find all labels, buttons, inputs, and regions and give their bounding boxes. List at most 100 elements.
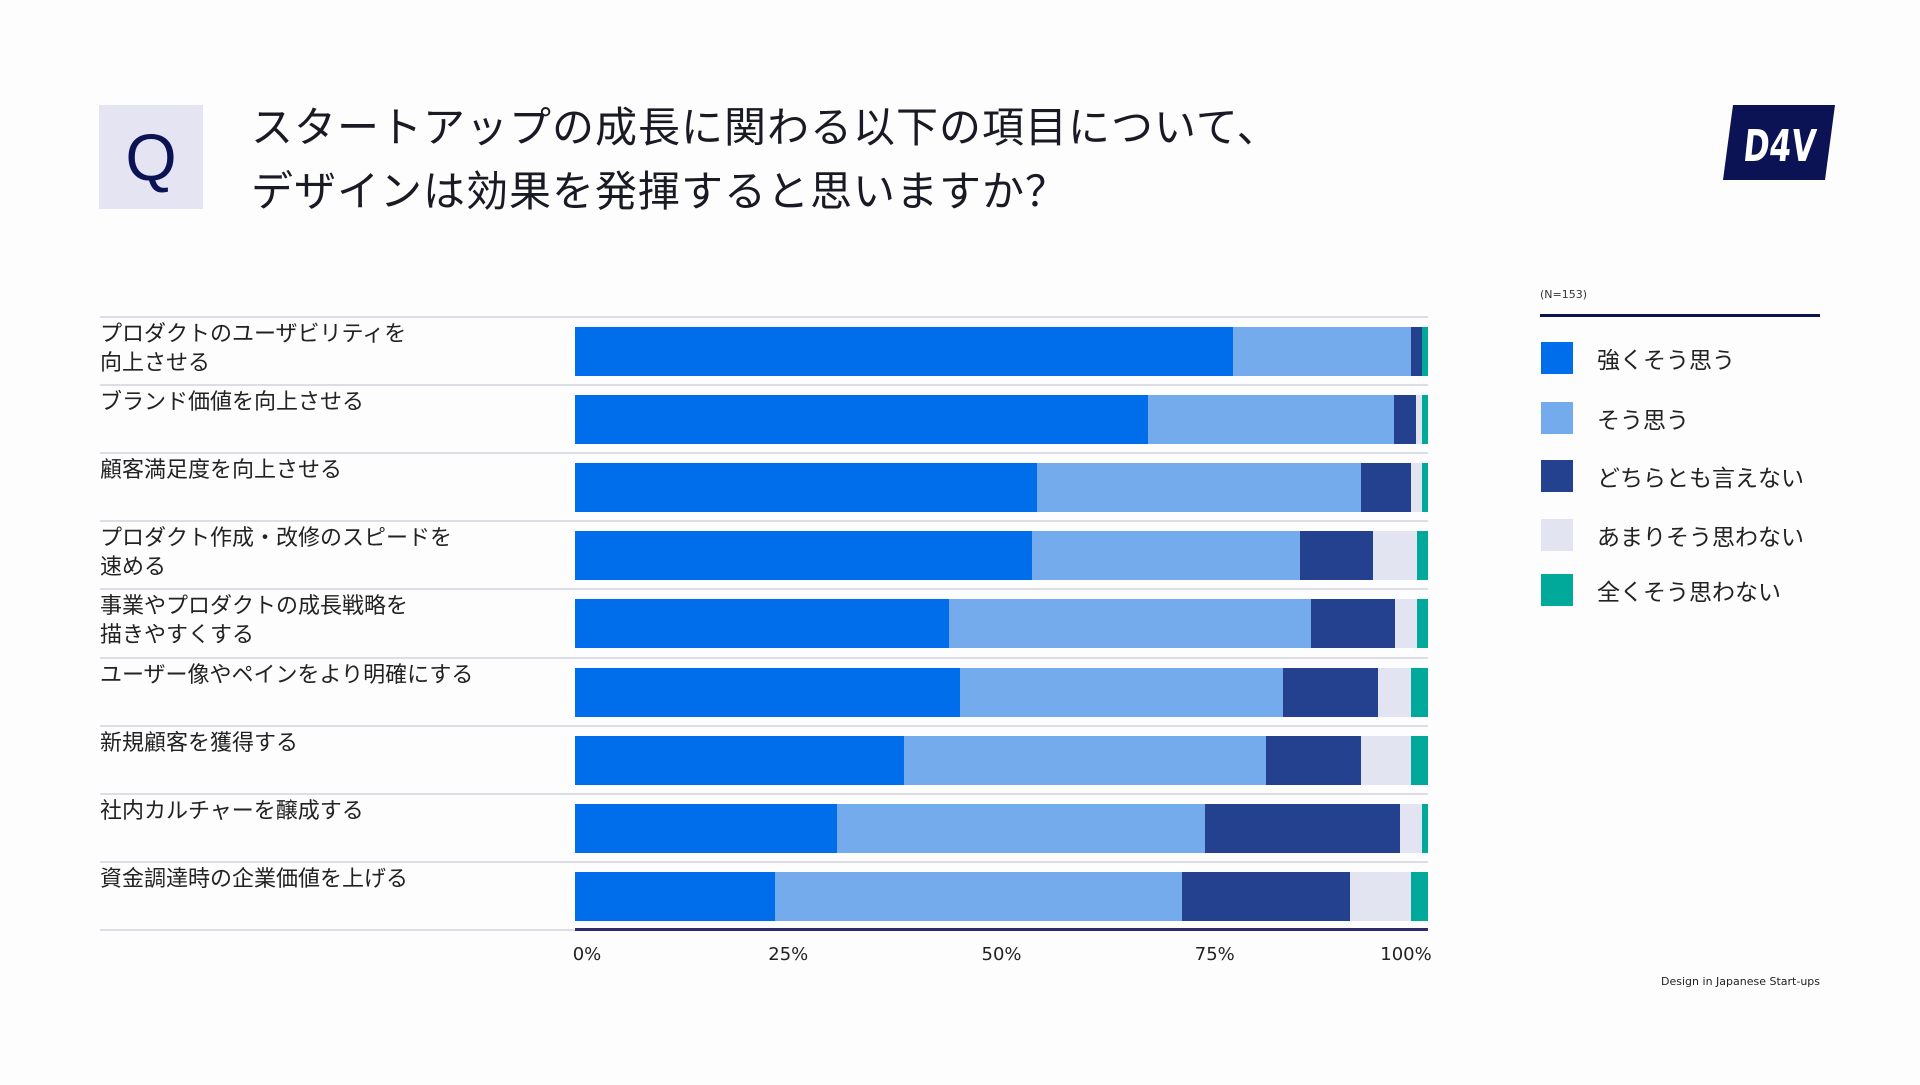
page-title: スタートアップの成長に関わる以下の項目について、 デザインは効果を発揮すると思い…: [251, 96, 1280, 224]
legend-item: 全くそう思わない: [1541, 573, 1781, 607]
bar-segment: [836, 803, 1205, 853]
legend-label: そう思う: [1597, 408, 1689, 434]
chart-row: ユーザー像やペインをより明確にする: [100, 656, 1428, 727]
bar-segment: [575, 463, 1038, 513]
x-tick-label: 50%: [981, 944, 1022, 965]
bar-segment: [1037, 463, 1361, 513]
footer-credit: Design in Japanese Start-ups: [1661, 975, 1820, 988]
title-line-2: デザインは効果を発揮すると思いますか？: [251, 167, 1069, 216]
legend-item: あまりそう思わない: [1541, 518, 1804, 552]
x-axis-line: [575, 928, 1428, 931]
sample-size-note: (N=153): [1540, 288, 1588, 301]
stacked-bar: [575, 327, 1428, 376]
category-label-line: 新規顧客を獲得する: [100, 730, 299, 756]
category-label-line: 事業やプロダクトの成長戦略を: [100, 594, 409, 620]
legend-swatch: [1541, 402, 1573, 434]
stacked-bar: [575, 803, 1428, 853]
category-label-line: 向上させる: [100, 351, 211, 376]
bar-segment: [1394, 599, 1417, 649]
category-label: 新規顧客を獲得する: [100, 729, 540, 758]
category-label: ブランド価値を向上させる: [100, 388, 540, 417]
legend-item: そう思う: [1541, 401, 1689, 435]
x-tick-label: 25%: [768, 944, 809, 965]
bar-segment: [1232, 327, 1411, 376]
x-tick-label: 100%: [1380, 944, 1432, 965]
category-label-line: ユーザー像やペインをより明確にする: [100, 662, 474, 688]
bar-segment: [1204, 803, 1400, 853]
bar-segment: [1311, 599, 1395, 649]
bar-segment: [575, 871, 776, 921]
legend-swatch: [1541, 574, 1573, 606]
bar-segment: [1410, 735, 1428, 785]
bar-segment: [1416, 531, 1428, 581]
category-label-line: ブランド価値を向上させる: [100, 390, 365, 416]
legend-item: 強くそう思う: [1541, 341, 1735, 375]
legend-swatch: [1541, 519, 1573, 551]
category-label: 社内カルチャーを醸成する: [100, 797, 540, 826]
bar-segment: [1410, 327, 1422, 376]
bar-segment: [948, 599, 1312, 649]
stacked-bar: [575, 531, 1428, 581]
bar-segment: [1393, 395, 1417, 445]
bar-segment: [1410, 463, 1422, 513]
bar-segment: [1416, 599, 1428, 649]
bar-segment: [1421, 463, 1428, 513]
bar-segment: [1182, 871, 1350, 921]
stacked-bar: [575, 395, 1428, 445]
bar-segment: [1399, 803, 1422, 853]
bar-segment: [1032, 531, 1301, 581]
legend-label: 強くそう思う: [1597, 348, 1735, 374]
stacked-bar: [575, 871, 1428, 921]
category-label: ユーザー像やペインをより明確にする: [100, 661, 540, 690]
category-label-line: 描きやすくする: [100, 623, 255, 649]
legend-label: どちらとも言えない: [1597, 466, 1804, 492]
category-label: 顧客満足度を向上させる: [100, 456, 540, 485]
legend-swatch: [1541, 460, 1573, 492]
bar-segment: [775, 871, 1183, 921]
bar-segment: [1266, 735, 1361, 785]
category-label-line: 顧客満足度を向上させる: [100, 458, 343, 484]
bar-segment: [1421, 395, 1428, 445]
stacked-bar: [575, 667, 1428, 717]
title-line-1: スタートアップの成長に関わる以下の項目について、: [251, 103, 1280, 152]
svg-text:D4V: D4V: [1741, 121, 1818, 172]
legend-swatch: [1541, 342, 1573, 374]
chart-row: ブランド価値を向上させる: [100, 384, 1428, 454]
chart-row: 顧客満足度を向上させる: [100, 452, 1428, 522]
bar-segment: [1410, 871, 1428, 921]
category-label-line: プロダクトのユーザビリティを: [100, 322, 407, 347]
bar-segment: [1422, 327, 1428, 376]
bar-segment: [1349, 871, 1411, 921]
chart-row: 新規顧客を獲得する: [100, 724, 1428, 795]
bar-segment: [575, 327, 1233, 376]
question-badge: Q: [99, 105, 203, 209]
category-label-line: 速める: [100, 555, 167, 581]
d4v-logo: D4V: [1723, 105, 1835, 180]
bar-segment: [1148, 395, 1394, 445]
bar-segment: [575, 599, 949, 649]
chart-row: 社内カルチャーを醸成する: [100, 792, 1428, 863]
bar-segment: [959, 667, 1283, 717]
baseline-left: [100, 929, 575, 931]
bar-segment: [575, 531, 1033, 581]
bar-segment: [1377, 667, 1411, 717]
question-badge-letter: Q: [125, 120, 177, 194]
chart-row: 資金調達時の企業価値を上げる: [100, 860, 1428, 931]
category-label: 資金調達時の企業価値を上げる: [100, 865, 540, 894]
stacked-bar: [575, 463, 1428, 513]
legend-label: 全くそう思わない: [1597, 580, 1781, 606]
x-tick-label: 75%: [1194, 944, 1235, 965]
bar-segment: [1360, 463, 1411, 513]
x-tick-label: 0%: [572, 944, 602, 965]
bar-segment: [1360, 735, 1411, 785]
bar-segment: [1282, 667, 1378, 717]
bar-segment: [575, 803, 837, 853]
stacked-bar: [575, 599, 1428, 649]
category-label-line: 資金調達時の企業価値を上げる: [100, 866, 409, 892]
bar-segment: [575, 735, 904, 785]
bar-segment: [575, 395, 1149, 445]
bar-segment: [1300, 531, 1373, 581]
bar-segment: [575, 667, 960, 717]
legend-label: あまりそう思わない: [1597, 525, 1804, 551]
chart-row: プロダクトのユーザビリティを 向上させる: [100, 316, 1428, 386]
